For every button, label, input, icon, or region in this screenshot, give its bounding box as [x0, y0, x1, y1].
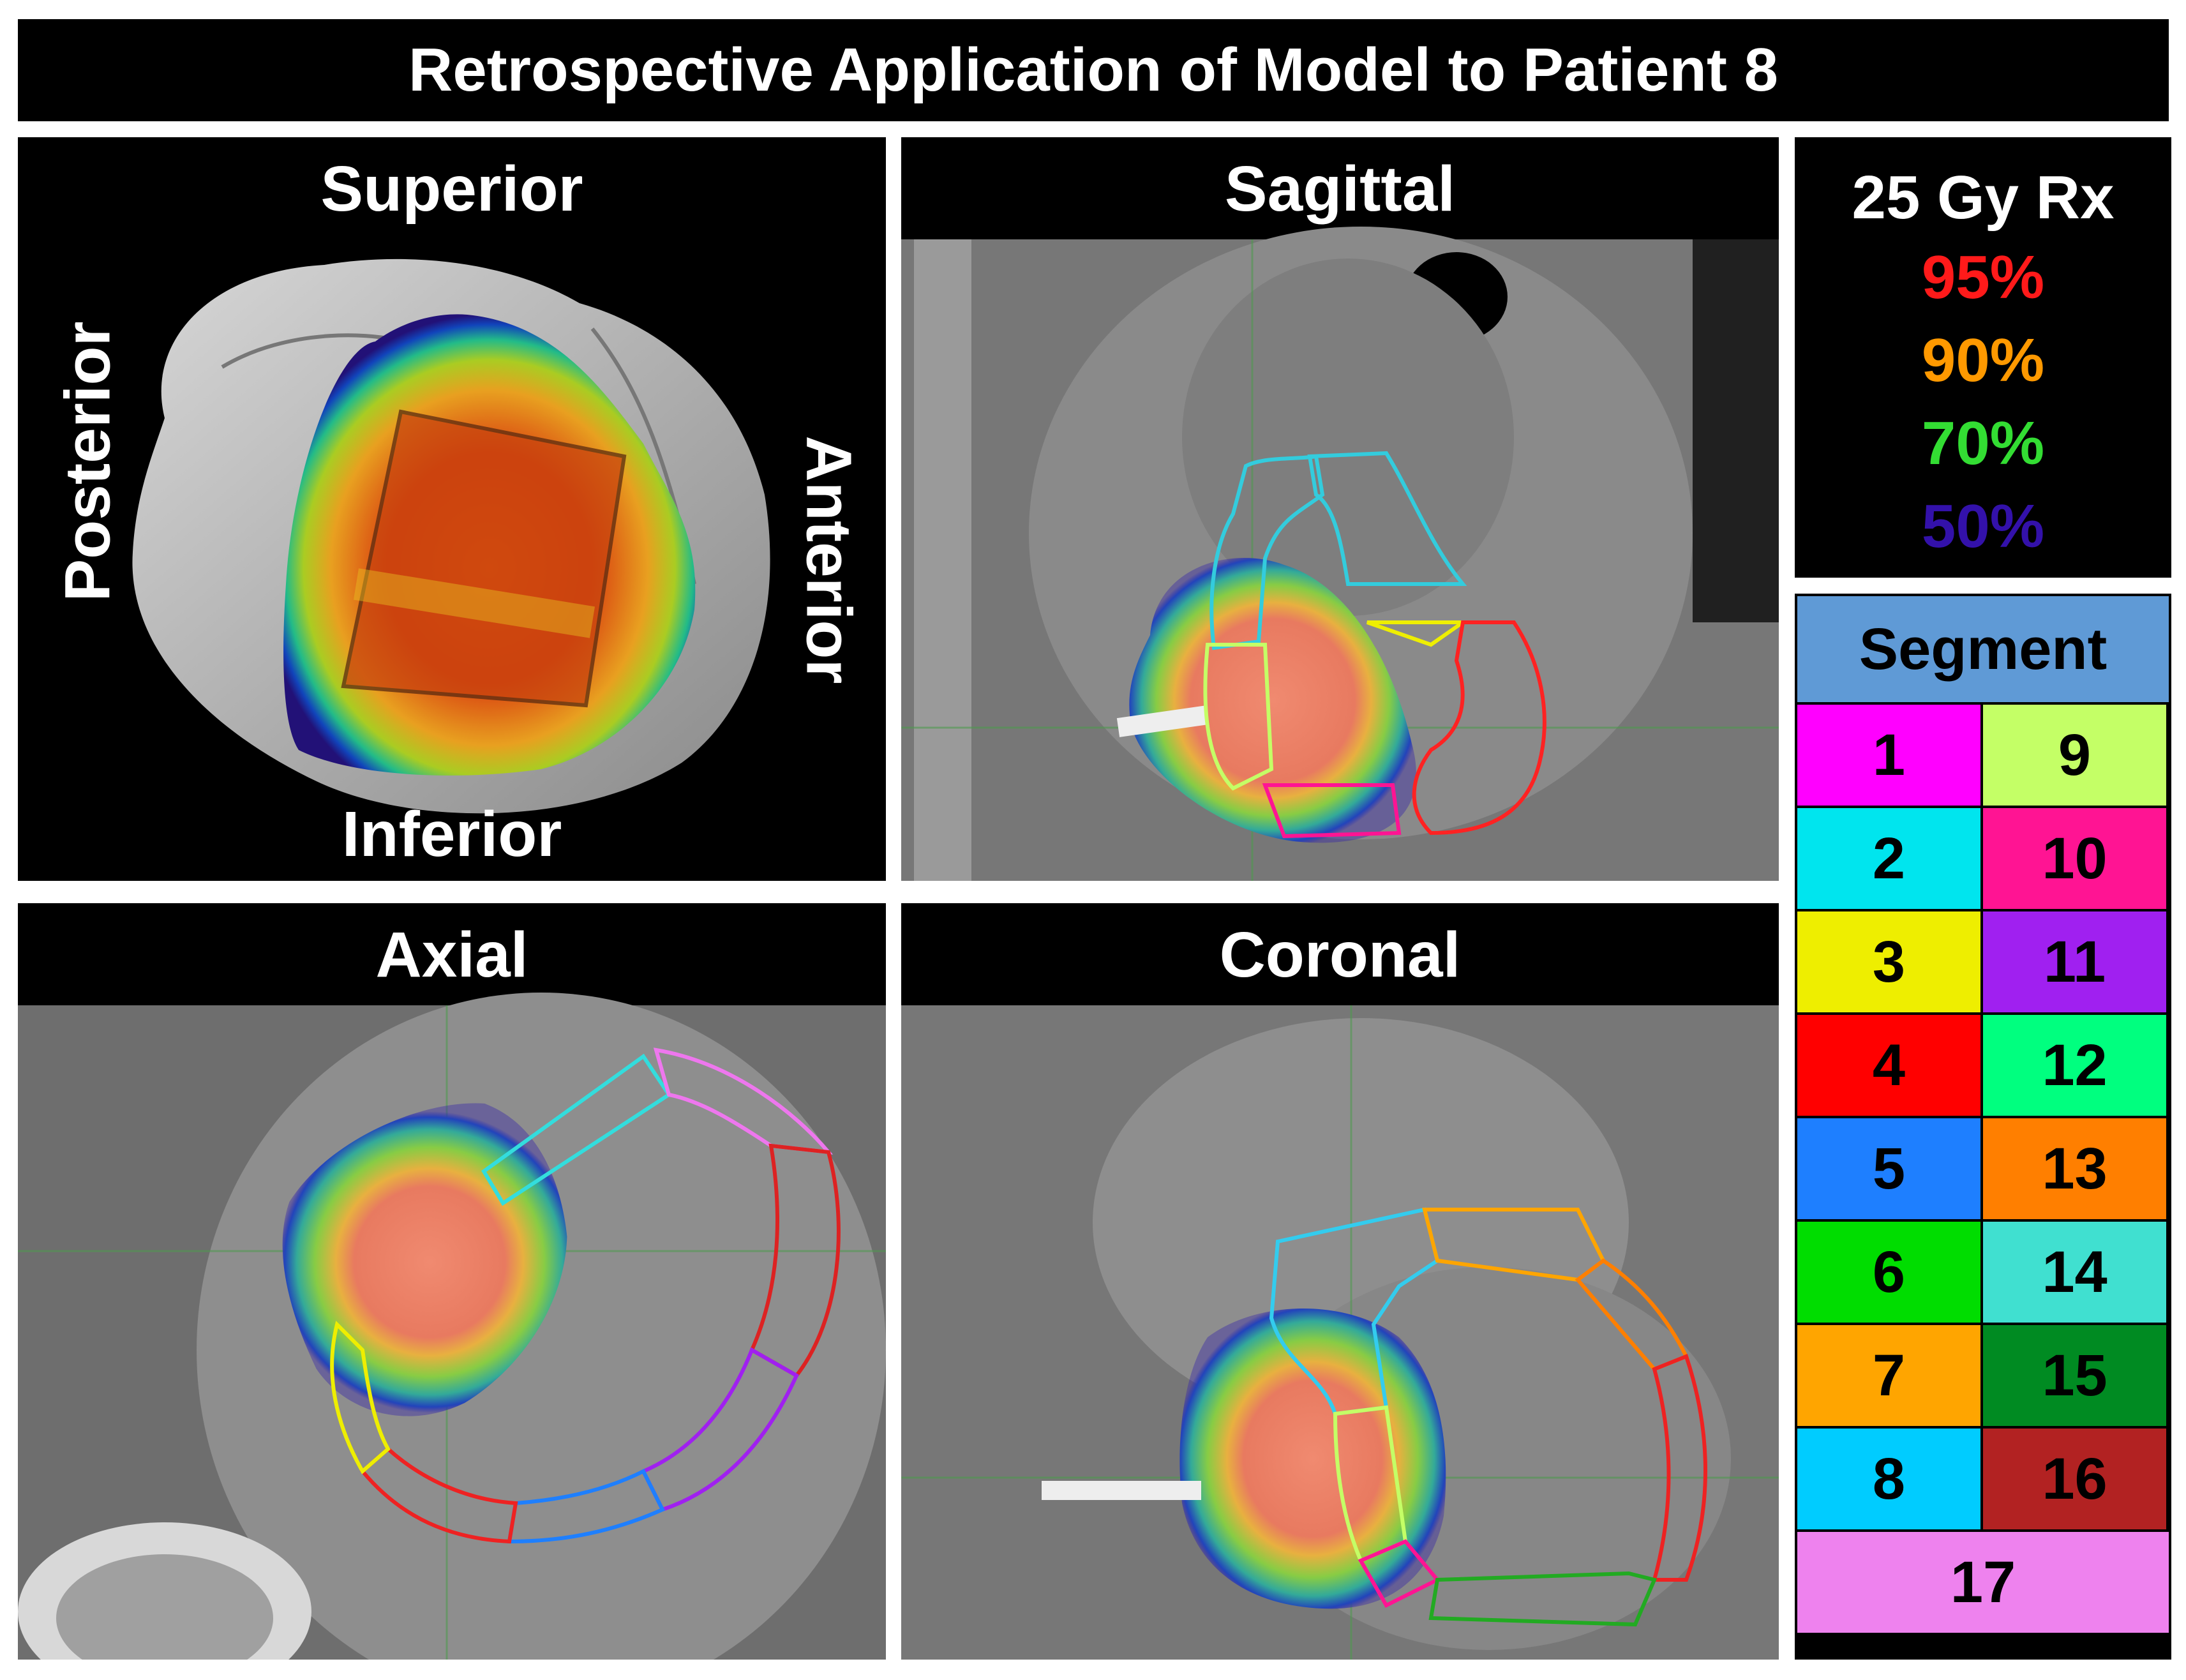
contour-segment-8 [1209, 454, 1325, 650]
contour-segment-16-coronal [1652, 1354, 1707, 1582]
dose-legend: 25 Gy Rx 95% 90% 70% 50% [1795, 137, 2171, 578]
contour-segment-15-coronal [1428, 1571, 1658, 1627]
contour-segment-17-axial [653, 1047, 834, 1155]
inferior-label: Inferior [341, 799, 562, 870]
coronal-ct [901, 1005, 1779, 1660]
segment-cell-10: 10 [1983, 808, 2166, 909]
contour-segment-3-axial [330, 1321, 391, 1474]
dose-level-90: 90% [1921, 326, 2045, 394]
dose-level-50: 50% [1921, 492, 2045, 560]
anterior-label: Anterior [793, 435, 865, 684]
segment-cell-1: 1 [1797, 705, 1980, 806]
segment-table-header: Segment [1797, 596, 2169, 702]
sagittal-panel: Sagittal [901, 137, 1779, 881]
dose-wash-axial [282, 1103, 567, 1416]
dose-level-95: 95% [1921, 243, 2045, 311]
contour-segment-10 [1262, 783, 1402, 839]
axial-panel: Axial [18, 903, 886, 1660]
segment-cell-4: 4 [1797, 1015, 1980, 1116]
segment-cell-7: 7 [1797, 1325, 1980, 1426]
segment-cell-5: 5 [1797, 1118, 1980, 1219]
segment-table: Segment 1 2 3 4 5 6 7 8 9 10 11 12 13 14 15 16 17 [1795, 594, 2171, 1660]
contour-segment-2 [1307, 451, 1467, 586]
segment-cell-9: 9 [1983, 705, 2166, 806]
figure-title: Retrospective Application of Model to Pa… [18, 19, 2169, 121]
dose-wash-sagittal [1129, 558, 1416, 843]
segment-cell-13: 13 [1983, 1118, 2166, 1219]
posterior-label: Posterior [52, 321, 124, 602]
coronal-title: Coronal [1219, 919, 1461, 991]
contour-segment-4 [1412, 620, 1546, 836]
dose-level-70: 70% [1921, 409, 2045, 477]
segment-cell-16: 16 [1983, 1429, 2166, 1529]
segment-cell-11: 11 [1983, 911, 2166, 1012]
axial-ct [18, 993, 886, 1660]
segment-cell-14: 14 [1983, 1222, 2166, 1323]
sagittal-title: Sagittal [1224, 153, 1456, 225]
superior-panel: Superior Posterior Anterior Inferior [18, 137, 886, 881]
segment-cell-3: 3 [1797, 911, 1980, 1012]
sagittal-ct [901, 227, 1779, 881]
coronal-panel: Coronal [901, 903, 1779, 1660]
axial-title: Axial [375, 919, 528, 991]
segment-cell-12: 12 [1983, 1015, 2166, 1116]
contour-segment-3 [1366, 620, 1469, 647]
segment-cell-6: 6 [1797, 1222, 1980, 1323]
segment-cell-8: 8 [1797, 1429, 1980, 1529]
segment-cell-17: 17 [1797, 1532, 2169, 1633]
contour-segment-8-coronal [1269, 1207, 1440, 1416]
superior-title: Superior [320, 153, 583, 225]
heart-3d-render [132, 259, 770, 814]
segment-cell-15: 15 [1983, 1325, 2166, 1426]
contour-segment-9 [1203, 643, 1274, 791]
dose-legend-title: 25 Gy Rx [1852, 163, 2115, 232]
segment-cell-2: 2 [1797, 808, 1980, 909]
dose-wash-coronal [1179, 1309, 1446, 1609]
contour-segment-13-coronal [1575, 1258, 1689, 1372]
